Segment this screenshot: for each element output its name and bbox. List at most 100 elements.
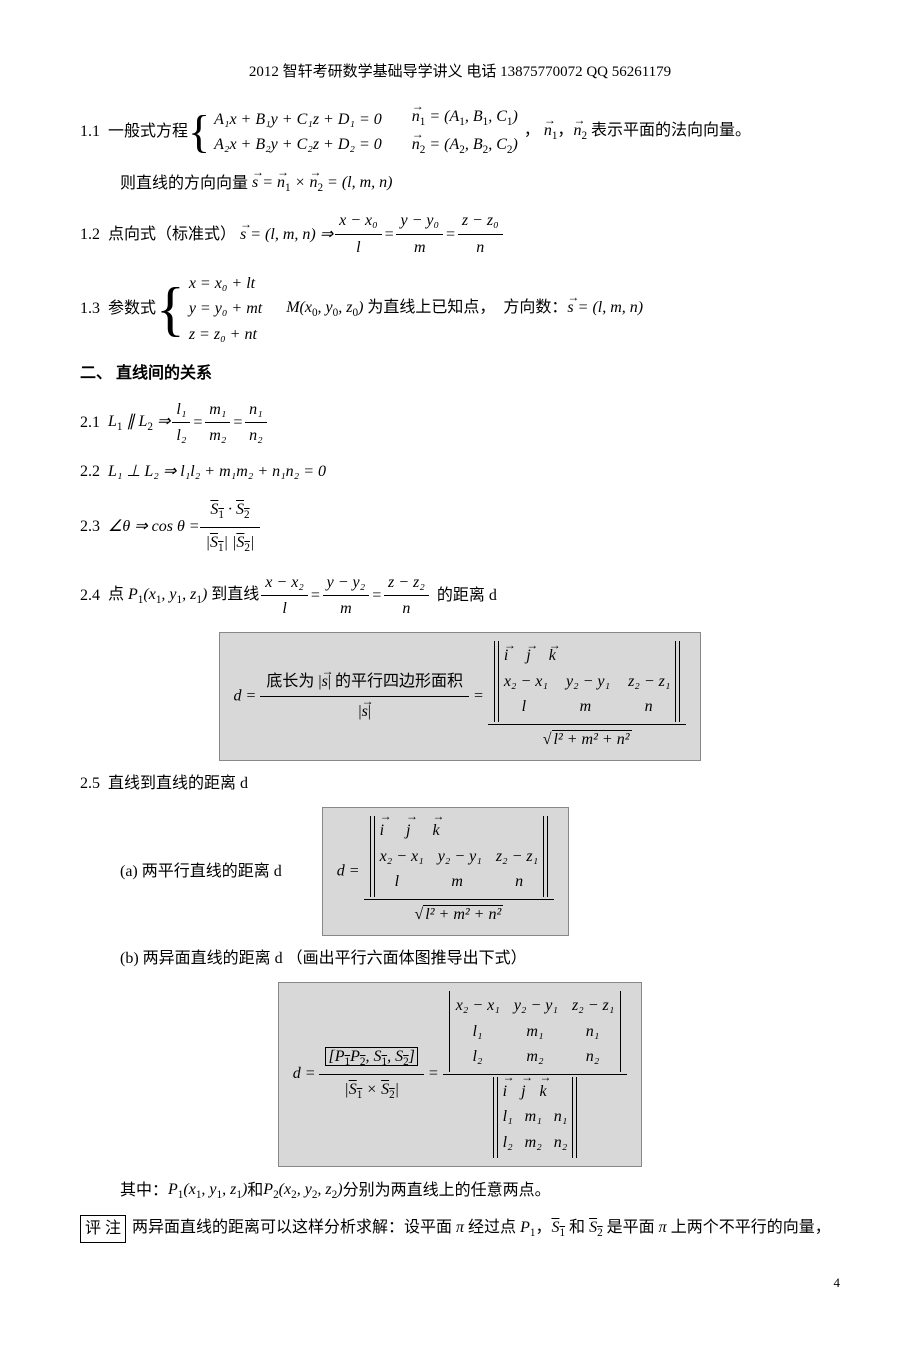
- eq-2-2: L₁ ⊥ L₂ ⇒ l₁l₂ + m₁m₂ + n₁n₂ = 0: [108, 459, 326, 485]
- f21-2n: m₁: [205, 397, 230, 424]
- label-a: (a): [120, 859, 138, 885]
- item-1-2: 1.2 点向式（标准式） s = (l, m, n) ⇒ x − x₀l = y…: [80, 208, 840, 260]
- num-1-3: 1.3: [80, 296, 100, 322]
- c-r3a: l₂: [503, 1130, 513, 1156]
- text-2-5a: 两平行直线的距离 d: [142, 859, 282, 885]
- text-1-3: 参数式: [108, 296, 156, 322]
- num-1-2: 1.2: [80, 222, 100, 248]
- page-header: 2012 智轩考研数学基础导学讲义 电话 13875770072 QQ 5626…: [80, 60, 840, 84]
- f12-2n: y − y₀: [396, 208, 443, 235]
- a-r2b: y₂ − y₁: [438, 844, 482, 870]
- brace-icon: {: [156, 279, 185, 339]
- f12-1n: x − x₀: [335, 208, 382, 235]
- text-2-4b: 的距离 d: [437, 583, 497, 609]
- item-2-2: 2.2 L₁ ⊥ L₂ ⇒ l₁l₂ + m₁m₂ + n₁n₂ = 0: [80, 459, 840, 485]
- item-2-4: 2.4 点 P1(x1, y1, z1) 到直线 x − x₂l = y − y…: [80, 570, 840, 622]
- f23-num: S1 · S2: [200, 495, 261, 528]
- f21-1d: l₂: [172, 423, 190, 449]
- box24-sqrt: √l² + m² + n²: [488, 725, 687, 755]
- b-r3b: m₂: [514, 1044, 556, 1070]
- c-r3c: n₂: [554, 1130, 568, 1156]
- text-2-5: 直线到直线的距离 d: [108, 771, 248, 797]
- c-r2b: m₁: [525, 1104, 542, 1130]
- formula-box-2-4: d = 底长为 |s| 的平行四边形面积 |s| = ijk x₂ − x₁y₂…: [80, 632, 840, 761]
- note-text: 两异面直线的距离可以这样分析求解：设平面 π 经过点 P1，S1 和 S2 是平…: [132, 1215, 831, 1243]
- b-r3a: l₂: [456, 1044, 498, 1070]
- f12-2d: m: [396, 235, 443, 261]
- note-label: 评 注: [80, 1215, 126, 1243]
- a-r3a: l: [395, 869, 399, 895]
- eq-sign: =: [310, 583, 321, 609]
- item-2-5a: (a) 两平行直线的距离 d d = ijk x₂ − x₁y₂ − y₁z₂ …: [120, 807, 840, 936]
- item-2-5: 2.5 直线到直线的距离 d: [80, 771, 840, 797]
- dr3a: l: [522, 694, 526, 720]
- f24-1n: x − x₂: [261, 570, 308, 597]
- f24-2d: m: [323, 596, 370, 622]
- b-r2b: m₁: [514, 1019, 556, 1045]
- eq-sign: =: [232, 410, 243, 436]
- a-r2c: z₂ − z₁: [496, 844, 538, 870]
- num-2-3: 2.3: [80, 514, 100, 540]
- f24-1d: l: [261, 596, 308, 622]
- eq-sign: =: [445, 222, 456, 248]
- text-2-4a: 点 P1(x1, y1, z1) 到直线: [108, 582, 259, 610]
- section-2-title: 二、 直线间的关系: [80, 361, 840, 387]
- where-line: 其中：P1(x1, y1, z1) 和 P2(x2, y2, z2) 分别为两直…: [120, 1177, 840, 1205]
- num-2-1: 2.1: [80, 410, 100, 436]
- dr3c: n: [645, 694, 653, 720]
- c-r3b: m₂: [525, 1130, 542, 1156]
- b-r1a: x₂ − x₁: [456, 993, 500, 1019]
- b-r1c: z₂ − z₁: [572, 993, 614, 1019]
- num-2-4: 2.4: [80, 583, 100, 609]
- eq-sign: =: [371, 583, 382, 609]
- param-y: y = y₀ + mt: [189, 296, 262, 322]
- eq-sign: =: [384, 222, 395, 248]
- num-2-5: 2.5: [80, 771, 100, 797]
- dir-vector-line: 则直线的方向向量 s = n1 × n2 = (l, m, n): [120, 170, 840, 198]
- dr2c: z₂ − z₁: [628, 669, 670, 695]
- c-r2a: l₁: [503, 1104, 513, 1130]
- f23-den: |S1| |S2|: [200, 528, 261, 560]
- text-1-2: 点向式（标准式）: [108, 222, 236, 248]
- n1-expr: n1 = (A1, B1, C1): [412, 104, 518, 132]
- b-r3c: n₂: [572, 1044, 614, 1070]
- dr2b: y₂ − y₁: [566, 669, 610, 695]
- f24-3n: z − z₂: [384, 570, 429, 597]
- param-z: z = z₀ + nt: [189, 322, 262, 348]
- eq-sign: =: [192, 410, 203, 436]
- item-2-1: 2.1 L1 ∥ L2 ⇒ l₁l₂ = m₁m₂ = n₁n₂: [80, 397, 840, 449]
- b-r2a: l₁: [456, 1019, 498, 1045]
- note-line: 评 注 两异面直线的距离可以这样分析求解：设平面 π 经过点 P1，S1 和 S…: [80, 1215, 840, 1243]
- item-1-1: 1.1 一般式方程 { A₁x + B₁y + C₁z + D₁ = 0 A₂x…: [80, 104, 840, 160]
- text-1-1: 一般式方程: [108, 119, 188, 145]
- a-r3c: n: [515, 869, 523, 895]
- f12-1d: l: [335, 235, 382, 261]
- box24-den: |s|: [260, 697, 469, 727]
- a-sqrt: √l² + m² + n²: [364, 900, 555, 930]
- label-b: (b): [120, 946, 139, 972]
- dr3b: m: [580, 694, 592, 720]
- a-r2a: x₂ − x₁: [380, 844, 424, 870]
- b-r2c: n₁: [572, 1019, 614, 1045]
- b-r1b: y₂ − y₁: [514, 993, 558, 1019]
- f21-2d: m₂: [205, 423, 230, 449]
- item-2-5b: (b) 两异面直线的距离 d （画出平行六面体图推导出下式）: [120, 946, 840, 972]
- c-r2c: n₁: [554, 1104, 568, 1130]
- n2-expr: n2 = (A2, B2, C2): [412, 132, 518, 160]
- text-2-5b: 两异面直线的距离 d （画出平行六面体图推导出下式）: [143, 946, 527, 972]
- f12-3d: n: [458, 235, 503, 261]
- dr2a: x₂ − x₁: [504, 669, 548, 695]
- num-1-1: 1.1: [80, 119, 100, 145]
- f24-3d: n: [384, 596, 429, 622]
- tail-1-1: ， n1，n2 表示平面的法向向量。: [524, 118, 751, 146]
- f24-2n: y − y₂: [323, 570, 370, 597]
- f21-3n: n₁: [245, 397, 267, 424]
- item-2-3: 2.3 ∠θ ⇒ cos θ = S1 · S2 |S1| |S2|: [80, 495, 840, 560]
- eq-1-1a: A₁x + B₁y + C₁z + D₁ = 0: [214, 107, 382, 133]
- num-2-2: 2.2: [80, 459, 100, 485]
- brace-icon: {: [188, 109, 210, 155]
- formula-box-2-5b: d = [P1P2, S1, S2] |S1 × S2| = x₂ − x₁y₂…: [80, 982, 840, 1167]
- param-note: M(x0, y0, z0) 为直线上已知点， 方向数：s = (l, m, n): [286, 295, 643, 323]
- param-x: x = x₀ + lt: [189, 271, 262, 297]
- f12-3n: z − z₀: [458, 208, 503, 235]
